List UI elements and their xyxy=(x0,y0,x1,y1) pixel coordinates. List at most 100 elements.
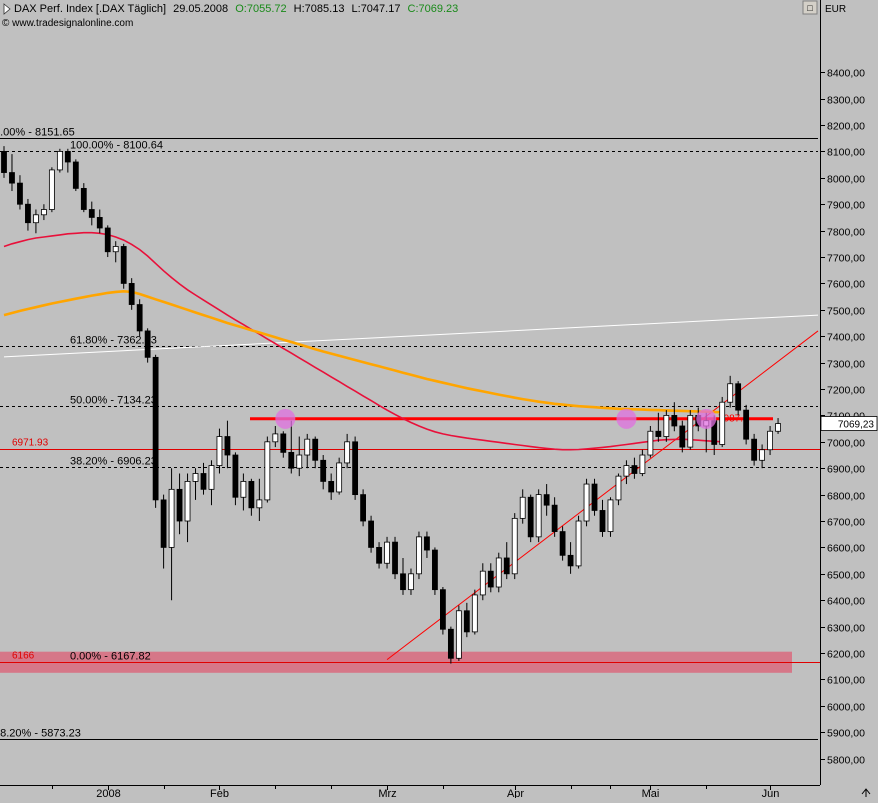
candle-body xyxy=(264,441,271,501)
header-title: DAX Perf. Index [.DAX Täglich] xyxy=(14,3,166,15)
candle-body xyxy=(463,610,470,633)
horizontal-line-label: 6971.93 xyxy=(12,438,49,449)
candle-body xyxy=(216,436,223,466)
open-label: O: xyxy=(235,3,247,15)
x-month-label: Mai xyxy=(642,788,660,798)
candles-layer xyxy=(1,146,781,664)
candle-body xyxy=(352,441,359,496)
candle-body xyxy=(33,214,39,224)
candle-body xyxy=(471,594,478,633)
candle-body xyxy=(200,473,207,490)
candle-body xyxy=(272,433,279,443)
y-tick-label: 7400,00 xyxy=(827,332,865,344)
y-tick-label: 8300,00 xyxy=(827,95,865,107)
candle-body xyxy=(136,304,143,332)
candle-body xyxy=(9,172,15,184)
collapse-arrow-icon[interactable] xyxy=(3,3,11,15)
copyright-text: © www.tradesignalonline.com xyxy=(2,18,133,29)
y-tick-label: 6400,00 xyxy=(827,596,865,608)
y-tick-label: 5900,00 xyxy=(827,728,865,740)
candle-body xyxy=(208,465,215,490)
last-value-tag: 7069,23 xyxy=(820,416,878,431)
y-tick-label: 7600,00 xyxy=(827,279,865,291)
y-tick-label: 6500,00 xyxy=(827,570,865,582)
candle-body xyxy=(344,441,351,464)
candle-body xyxy=(519,496,526,519)
candle-body xyxy=(751,438,758,461)
candle-body xyxy=(336,462,343,493)
candle-body xyxy=(128,283,135,305)
candle-body xyxy=(240,481,247,498)
candle-body xyxy=(735,383,742,411)
currency-label: EUR xyxy=(825,4,846,15)
lines-layer: 6971.93 6166 7087.5 xyxy=(0,314,820,663)
y-tick-label: 8200,00 xyxy=(827,121,865,133)
y-tick-label: 8400,00 xyxy=(827,68,865,80)
candle-body xyxy=(663,415,670,437)
candle-body xyxy=(304,438,311,456)
candle-body xyxy=(416,536,422,575)
candle-body xyxy=(96,217,103,229)
candle-body xyxy=(152,356,159,501)
y-tick-label: 8100,00 xyxy=(827,147,865,159)
candle-body xyxy=(312,438,319,461)
candle-body xyxy=(25,203,31,224)
candle-body xyxy=(296,454,303,469)
candle-body xyxy=(320,459,327,482)
candle-body xyxy=(487,570,494,588)
fib-label: 38.20% - 5873.23 xyxy=(0,728,81,740)
candle-body xyxy=(543,494,550,506)
open-value: 7055.72 xyxy=(247,3,287,15)
long-trendline xyxy=(3,314,819,358)
candle-body xyxy=(88,209,95,218)
y-tick-label: 5800,00 xyxy=(827,755,865,767)
candle-body xyxy=(41,209,47,216)
candle-body xyxy=(368,520,374,548)
low-value: 7047.17 xyxy=(361,3,401,15)
y-tick-label: 7300,00 xyxy=(827,359,865,371)
last-value-text: 7069,23 xyxy=(838,420,875,431)
candle-body xyxy=(551,504,558,532)
candle-body xyxy=(280,433,287,453)
candle-body xyxy=(607,499,614,532)
candle-body xyxy=(719,401,726,445)
y-tick-label: 6100,00 xyxy=(827,675,865,687)
touch-marker xyxy=(275,408,296,429)
candle-body xyxy=(679,425,686,448)
high-value: 7085.13 xyxy=(305,3,345,15)
candle-body xyxy=(615,475,622,501)
candle-body xyxy=(17,182,23,205)
y-tick-label: 7800,00 xyxy=(827,227,865,239)
y-tick-label: 7500,00 xyxy=(827,306,865,318)
candle-body xyxy=(495,557,502,588)
candle-body xyxy=(623,465,630,477)
candle-body xyxy=(328,481,335,493)
candle-body xyxy=(184,481,191,522)
candle-body xyxy=(424,536,430,551)
candle-body xyxy=(288,451,295,469)
window-maximize-button[interactable] xyxy=(802,0,818,15)
y-tick-label: 6000,00 xyxy=(827,702,865,714)
candle-body xyxy=(647,430,654,456)
x-month-label: Mrz xyxy=(378,788,396,798)
x-month-label: Feb xyxy=(210,788,229,798)
candle-body xyxy=(248,481,255,509)
moving-average-layer xyxy=(3,231,723,451)
candle-body xyxy=(631,465,638,474)
candle-body xyxy=(655,430,662,437)
candle-body xyxy=(176,488,183,522)
horizontal-line-label: 6166 xyxy=(12,651,35,662)
candle-body xyxy=(48,169,55,210)
candle-body xyxy=(599,510,606,532)
candle-body xyxy=(687,415,694,448)
x-month-label: Jun xyxy=(762,788,780,798)
candle-body xyxy=(591,483,598,511)
touch-marker xyxy=(616,408,637,429)
candle-body xyxy=(192,473,199,482)
candle-body xyxy=(743,409,750,440)
x-month-label: Apr xyxy=(507,788,524,798)
y-ticks: 5800,00 5900,00 6000,00 6100,00 6200,00 6300,… xyxy=(820,68,865,767)
candle-body xyxy=(104,227,111,253)
